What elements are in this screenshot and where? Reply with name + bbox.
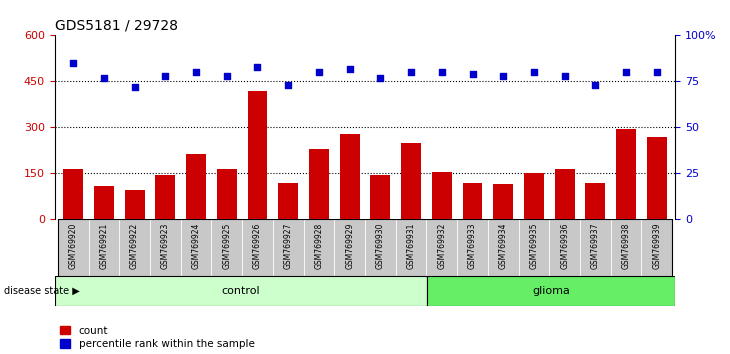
Point (590, 82, 602, 88)
Point (98, 75, 110, 81)
FancyBboxPatch shape (304, 219, 334, 276)
Text: GSM769932: GSM769932 (437, 222, 446, 269)
Bar (463, 183, 483, 219)
Point (528, 69, 539, 75)
FancyBboxPatch shape (580, 219, 611, 276)
Point (405, 69, 417, 75)
Legend: count, percentile rank within the sample: count, percentile rank within the sample (60, 326, 255, 349)
Text: GSM769936: GSM769936 (560, 222, 569, 269)
FancyBboxPatch shape (488, 219, 518, 276)
Point (159, 73, 171, 79)
Text: disease state ▶: disease state ▶ (4, 286, 80, 296)
Point (283, 82, 294, 88)
FancyBboxPatch shape (611, 219, 642, 276)
Bar (432, 172, 452, 219)
FancyBboxPatch shape (88, 219, 119, 276)
Point (620, 69, 632, 75)
FancyBboxPatch shape (55, 276, 427, 306)
Point (497, 73, 509, 79)
Text: GSM769924: GSM769924 (191, 222, 201, 269)
Text: GSM769939: GSM769939 (653, 222, 661, 269)
FancyBboxPatch shape (334, 219, 365, 276)
Bar (309, 149, 329, 219)
Bar (278, 183, 298, 219)
Point (252, 64, 264, 69)
Text: GDS5181 / 29728: GDS5181 / 29728 (55, 19, 177, 33)
Text: GSM769928: GSM769928 (315, 222, 323, 269)
Point (651, 69, 663, 75)
Text: GSM769920: GSM769920 (69, 222, 77, 269)
FancyBboxPatch shape (150, 219, 181, 276)
Point (374, 75, 386, 81)
Text: GSM769938: GSM769938 (622, 222, 631, 269)
Bar (370, 175, 391, 219)
FancyBboxPatch shape (58, 219, 88, 276)
Point (466, 71, 478, 77)
Bar (524, 173, 544, 219)
FancyBboxPatch shape (426, 219, 457, 276)
Point (313, 69, 325, 75)
FancyBboxPatch shape (549, 219, 580, 276)
Text: GSM769926: GSM769926 (253, 222, 262, 269)
Text: GSM769935: GSM769935 (529, 222, 539, 269)
Bar (493, 184, 513, 219)
FancyBboxPatch shape (212, 219, 242, 276)
Point (67, 60, 79, 66)
Point (559, 73, 571, 79)
FancyBboxPatch shape (457, 219, 488, 276)
Text: GSM769937: GSM769937 (591, 222, 600, 269)
Text: GSM769923: GSM769923 (161, 222, 170, 269)
Bar (217, 169, 237, 219)
Point (344, 66, 356, 72)
FancyBboxPatch shape (518, 219, 549, 276)
Text: GSM769922: GSM769922 (130, 222, 139, 269)
Bar (555, 169, 575, 219)
FancyBboxPatch shape (427, 276, 675, 306)
Text: GSM769933: GSM769933 (468, 222, 477, 269)
Text: GSM769929: GSM769929 (345, 222, 354, 269)
Text: glioma: glioma (532, 286, 570, 296)
Text: GSM769931: GSM769931 (407, 222, 415, 269)
Point (128, 84, 140, 90)
Text: GSM769927: GSM769927 (284, 222, 293, 269)
Point (221, 73, 233, 79)
Text: GSM769925: GSM769925 (222, 222, 231, 269)
Text: control: control (222, 286, 260, 296)
Bar (647, 137, 666, 219)
Bar (247, 91, 267, 219)
FancyBboxPatch shape (642, 219, 672, 276)
Bar (64, 169, 83, 219)
Bar (339, 133, 360, 219)
Point (436, 69, 447, 75)
FancyBboxPatch shape (365, 219, 396, 276)
FancyBboxPatch shape (242, 219, 273, 276)
Text: GSM769934: GSM769934 (499, 222, 508, 269)
Bar (155, 175, 175, 219)
FancyBboxPatch shape (119, 219, 150, 276)
FancyBboxPatch shape (181, 219, 212, 276)
Bar (616, 129, 636, 219)
FancyBboxPatch shape (396, 219, 426, 276)
Bar (401, 143, 421, 219)
Bar (94, 186, 114, 219)
Text: GSM769930: GSM769930 (376, 222, 385, 269)
Point (191, 69, 202, 75)
Bar (186, 154, 206, 219)
FancyBboxPatch shape (273, 219, 304, 276)
Bar (125, 190, 145, 219)
Bar (585, 183, 605, 219)
Text: GSM769921: GSM769921 (99, 222, 108, 269)
